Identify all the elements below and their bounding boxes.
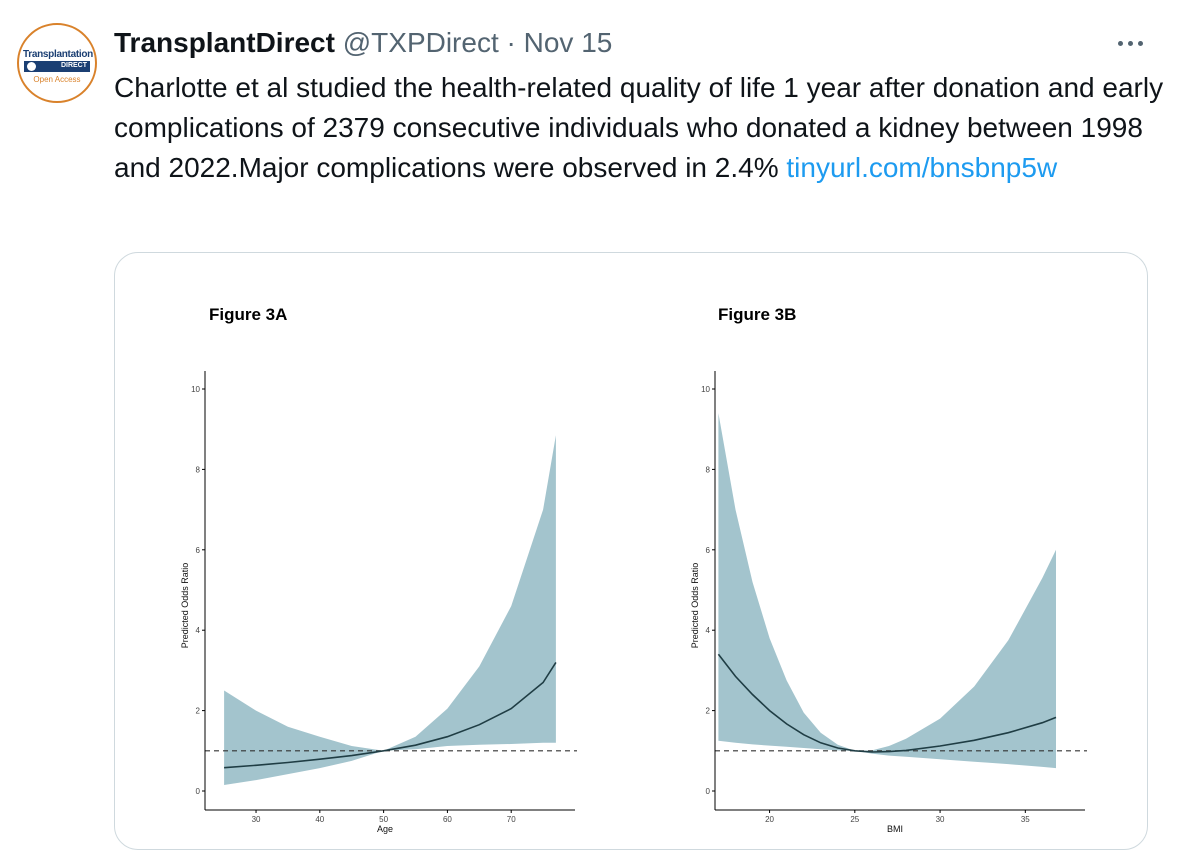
chart-1-estimate-line xyxy=(224,661,557,769)
chart-1-x-tick-label: 70 xyxy=(507,815,516,824)
more-horizontal-icon xyxy=(1137,40,1143,46)
chart-2-y-tick-label: 4 xyxy=(706,626,711,635)
chart-2-title: Figure 3B xyxy=(718,305,796,324)
chart-1-x-axis-label: Age xyxy=(377,824,393,834)
chart-2-x-axis-label: BMI xyxy=(887,824,903,834)
chart-2-y-tick-label: 8 xyxy=(706,465,711,474)
tweet-date[interactable]: Nov 15 xyxy=(523,27,613,58)
chart-1-y-tick-label: 10 xyxy=(191,385,200,394)
chart-1-title: Figure 3A xyxy=(209,305,287,324)
author-handle[interactable]: @TXPDirect xyxy=(342,27,499,58)
logo-emblem-icon xyxy=(27,62,36,71)
more-options-button[interactable] xyxy=(1108,26,1152,60)
chart-1-x-tick-label: 40 xyxy=(315,815,324,824)
tweet-text: Charlotte et al studied the health-relat… xyxy=(114,68,1164,188)
chart-1-y-axis-label: Predicted Odds Ratio xyxy=(180,563,190,649)
chart-2-x-tick-label: 35 xyxy=(1021,815,1030,824)
logo-bar: DIRECT xyxy=(24,61,90,72)
logo-sub: DIRECT xyxy=(60,62,87,69)
tweet-header: TransplantDirect @TXPDirect · Nov 15 xyxy=(114,25,612,61)
chart-2-estimate-line xyxy=(717,653,1057,753)
chart-1-y-tick-label: 4 xyxy=(196,626,201,635)
chart-1-x-tick-label: 60 xyxy=(443,815,452,824)
chart-2-x-tick-label: 25 xyxy=(850,815,859,824)
separator: · xyxy=(506,27,516,58)
tweet-link[interactable]: tinyurl.com/bnsbnp5w xyxy=(786,152,1058,183)
chart-2-y-tick-label: 0 xyxy=(706,787,711,796)
chart-1-confidence-band xyxy=(224,435,556,785)
logo-text: Transplantation xyxy=(23,49,93,60)
more-horizontal-icon xyxy=(1127,40,1133,46)
chart-2-y-tick-label: 2 xyxy=(706,707,711,716)
chart-1-x-tick-label: 30 xyxy=(252,815,261,824)
author-name[interactable]: TransplantDirect xyxy=(114,27,335,58)
chart-1-y-tick-label: 6 xyxy=(196,546,201,555)
chart-2-confidence-band xyxy=(718,413,1056,769)
more-horizontal-icon xyxy=(1117,40,1123,46)
avatar[interactable]: Transplantation DIRECT Open Access xyxy=(17,23,97,103)
chart-2-y-tick-label: 6 xyxy=(706,546,711,555)
chart-1-y-tick-label: 8 xyxy=(196,465,201,474)
tweet-media-image[interactable]: Figure 3A 0 2 4 6 8 10 30 40 50 60 70 Age Predicted O… xyxy=(114,252,1148,850)
logo-tagline: Open Access xyxy=(33,75,81,84)
chart-2-x-tick-label: 30 xyxy=(936,815,945,824)
chart-1-y-tick-label: 0 xyxy=(196,787,201,796)
chart-1-y-tick-label: 2 xyxy=(196,707,201,716)
chart-2-y-axis-label: Predicted Odds Ratio xyxy=(690,563,700,649)
chart-1-x-tick-label: 50 xyxy=(379,815,388,824)
tweet-body: Charlotte et al studied the health-relat… xyxy=(114,72,1164,183)
chart-2-x-tick-label: 20 xyxy=(765,815,774,824)
chart-2-y-tick-label: 10 xyxy=(701,385,710,394)
